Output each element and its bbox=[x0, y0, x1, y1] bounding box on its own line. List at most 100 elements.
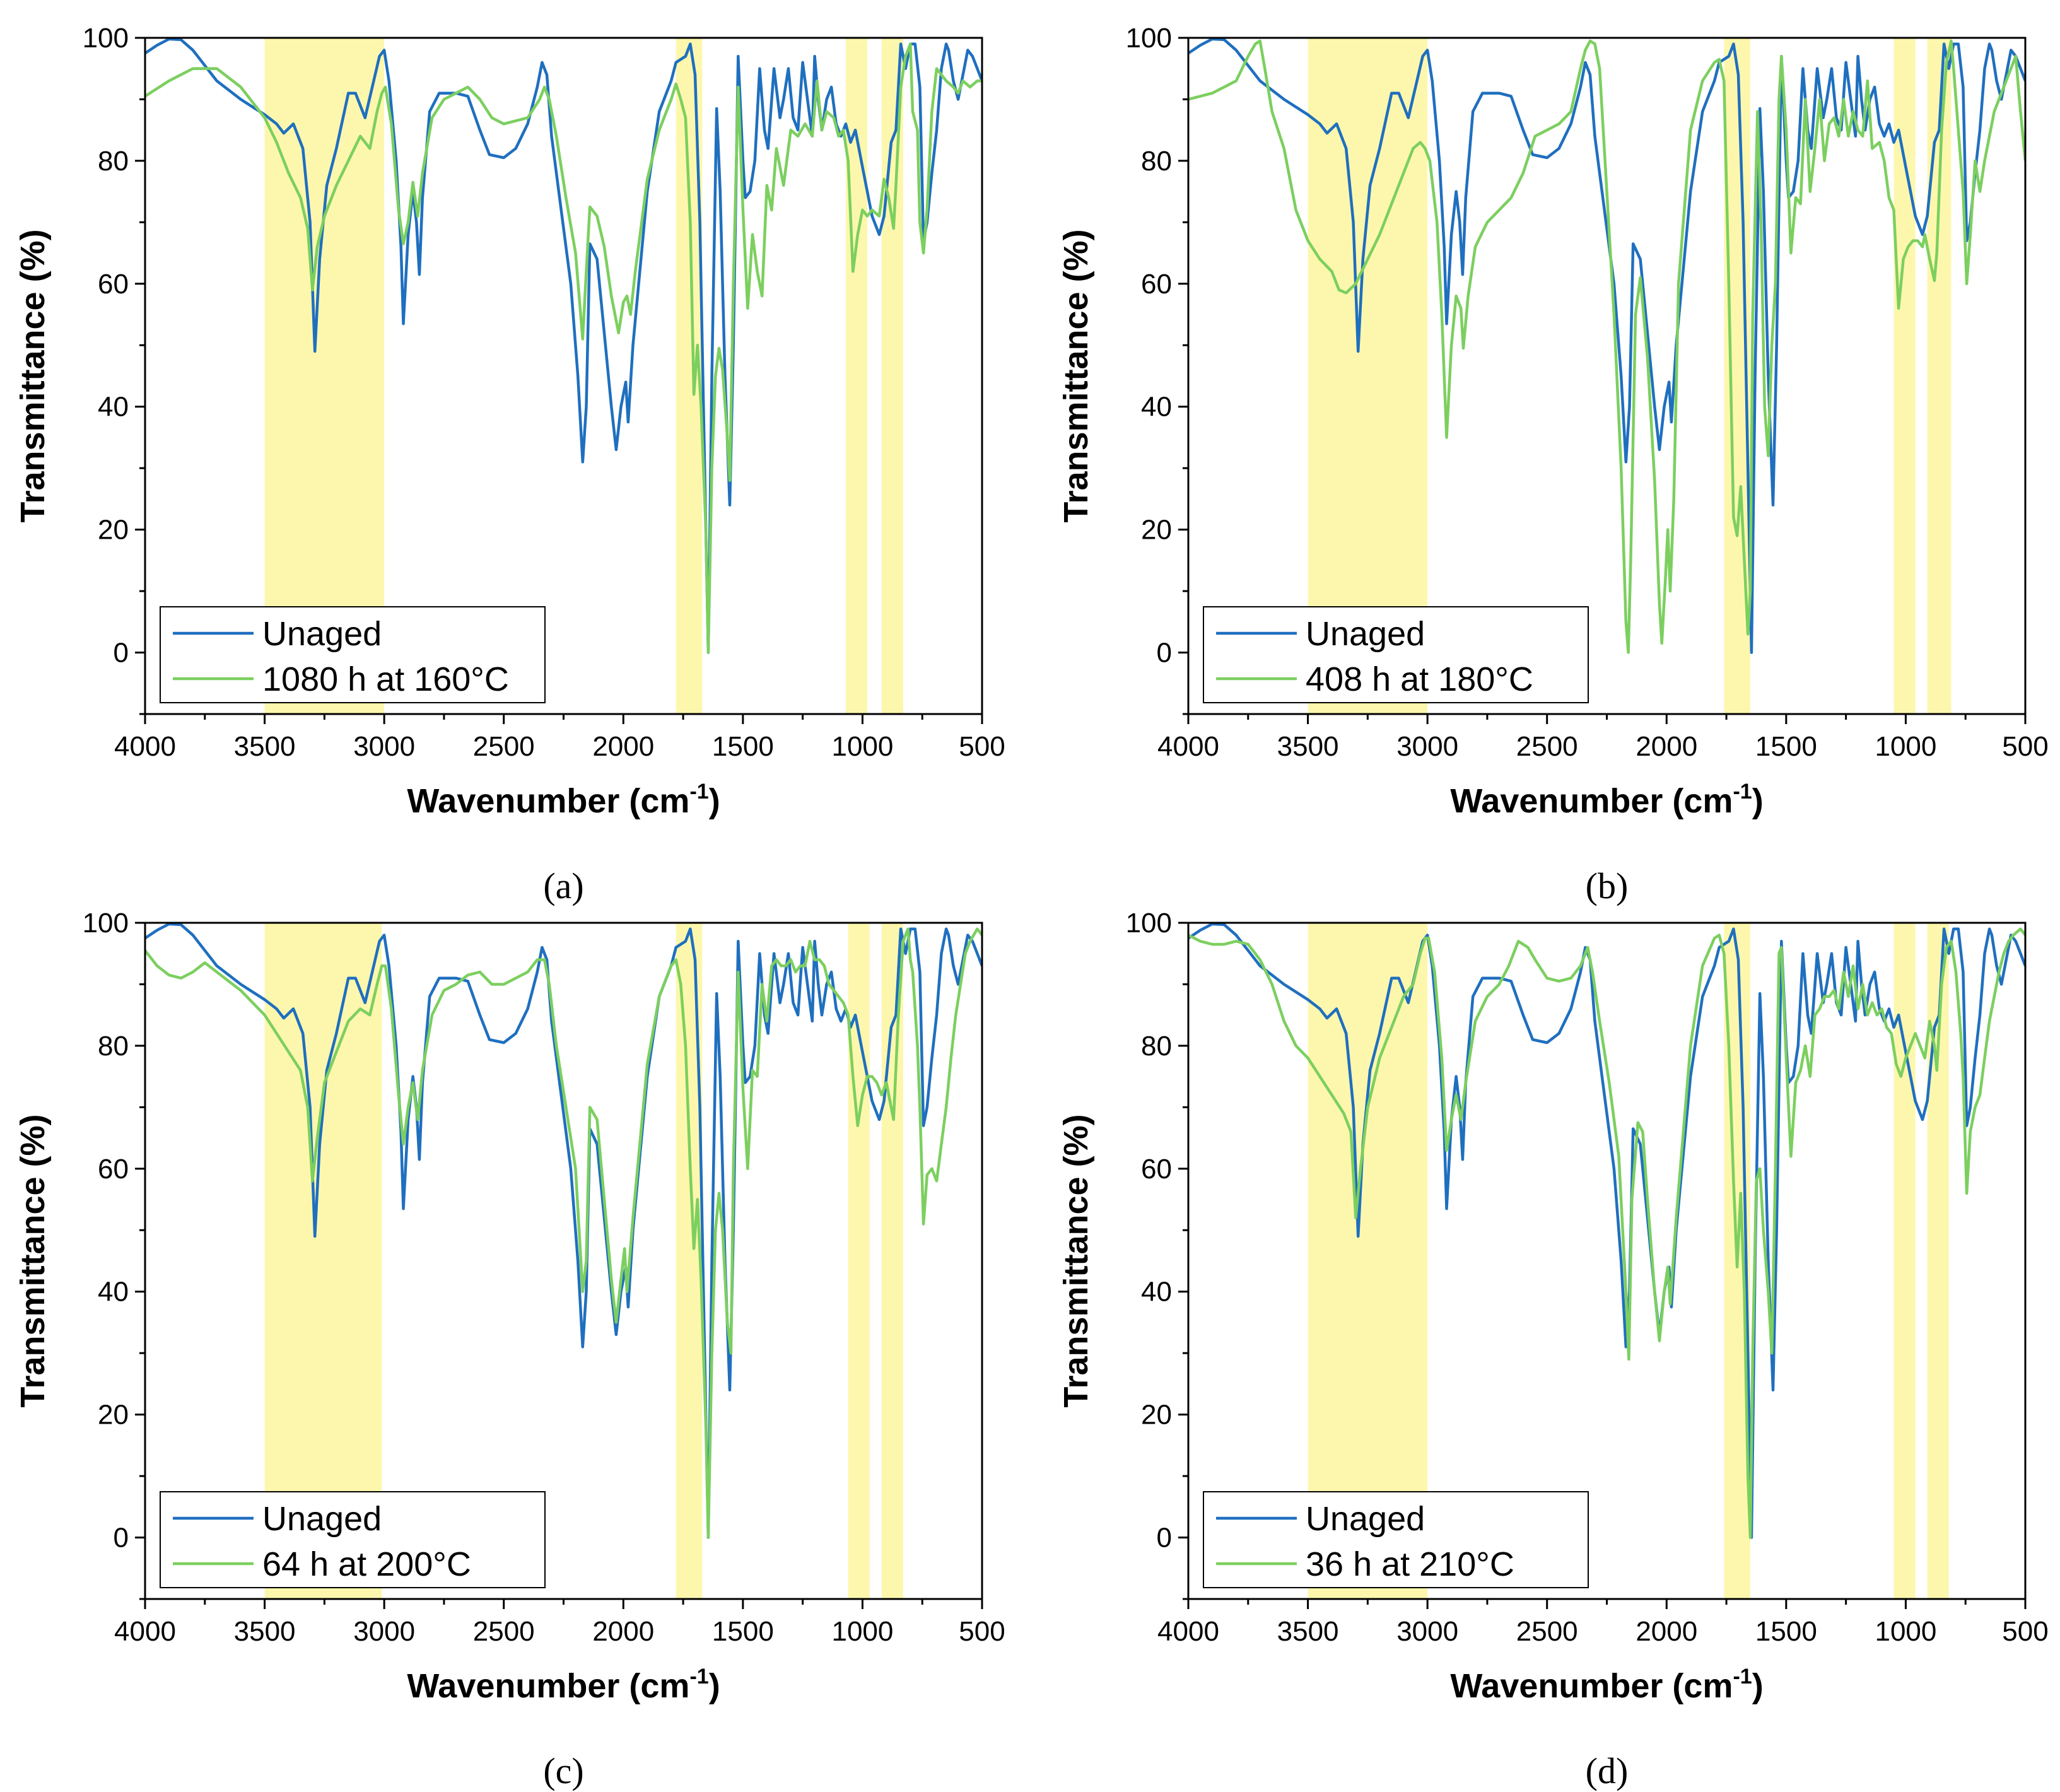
panel-label: (d) bbox=[1586, 1750, 1629, 1791]
x-axis-title-close: ) bbox=[1752, 782, 1764, 820]
highlight-band bbox=[1893, 38, 1916, 714]
legend: Unaged 64 h at 200°C bbox=[160, 1491, 546, 1588]
x-tick-label: 2500 bbox=[473, 731, 535, 762]
x-tick-label: 4000 bbox=[114, 1616, 176, 1647]
y-tick-label: 80 bbox=[98, 1031, 129, 1062]
x-tick-label: 1500 bbox=[1755, 731, 1817, 762]
x-tick-label: 1500 bbox=[712, 731, 774, 762]
x-axis-title-main: Wavenumber (cm bbox=[407, 1667, 689, 1705]
highlight-band bbox=[1927, 38, 1952, 714]
y-tick-label: 60 bbox=[1141, 269, 1172, 300]
x-axis-title-superscript: -1 bbox=[689, 780, 708, 804]
x-tick-label: 3500 bbox=[1277, 1616, 1339, 1647]
x-axis-title-main: Wavenumber (cm bbox=[1450, 1667, 1733, 1705]
x-tick-label: 1000 bbox=[831, 731, 893, 762]
x-tick-label: 4000 bbox=[114, 731, 176, 762]
x-tick-label: 2000 bbox=[592, 731, 654, 762]
x-axis-title: Wavenumber (cm-1) bbox=[1450, 780, 1763, 820]
legend-label: Unaged bbox=[262, 615, 382, 653]
y-tick-label: 60 bbox=[98, 269, 129, 300]
x-tick-label: 4000 bbox=[1157, 731, 1219, 762]
x-tick-label: 3500 bbox=[1277, 731, 1339, 762]
series-line-unaged bbox=[1188, 38, 2025, 654]
series-line-aged bbox=[1188, 39, 2025, 654]
legend: Unaged 36 h at 210°C bbox=[1203, 1491, 1589, 1588]
x-tick-label: 500 bbox=[2002, 1616, 2048, 1647]
x-tick-label: 3500 bbox=[234, 1616, 296, 1647]
y-axis-title: Transmittance (%) bbox=[1057, 229, 1095, 522]
x-axis-title-main: Wavenumber (cm bbox=[1450, 782, 1733, 820]
x-axis-title-superscript: -1 bbox=[1733, 1665, 1752, 1689]
y-axis-title: Transmittance (%) bbox=[14, 229, 52, 522]
y-tick-label: 0 bbox=[114, 638, 129, 669]
highlight-band bbox=[264, 923, 382, 1599]
y-tick-label: 40 bbox=[98, 392, 129, 423]
y-tick-label: 100 bbox=[1126, 908, 1172, 939]
series-line-aged bbox=[1188, 927, 2025, 1539]
legend-box bbox=[160, 1491, 546, 1588]
x-tick-label: 2500 bbox=[1516, 731, 1578, 762]
x-axis-title-close: ) bbox=[1752, 1667, 1764, 1705]
legend-label: Unaged bbox=[1306, 615, 1425, 653]
y-axis-title: Transmittance (%) bbox=[14, 1114, 52, 1407]
x-tick-label: 1000 bbox=[1875, 1616, 1936, 1647]
panel-label: (a) bbox=[543, 865, 583, 906]
x-axis-title-close: ) bbox=[709, 782, 720, 820]
highlight-band bbox=[881, 38, 903, 714]
legend: Unaged 1080 h at 160°C bbox=[160, 606, 546, 703]
x-tick-label: 1000 bbox=[831, 1616, 893, 1647]
chart-panel-a: 100 80 60 40 20 0 4000 3500 3000 2500 2000 1500 1000… bbox=[14, 23, 1005, 906]
y-tick-label: 80 bbox=[98, 146, 129, 177]
y-tick-label: 20 bbox=[98, 1400, 129, 1431]
legend: Unaged 408 h at 180°C bbox=[1203, 606, 1589, 703]
legend-box bbox=[160, 606, 546, 703]
x-tick-label: 3500 bbox=[234, 731, 296, 762]
x-axis-title-close: ) bbox=[709, 1667, 720, 1705]
x-tick-label: 3000 bbox=[353, 1616, 415, 1647]
y-tick-label: 80 bbox=[1141, 1031, 1172, 1062]
x-tick-label: 2000 bbox=[592, 1616, 654, 1647]
x-tick-label: 2000 bbox=[1636, 1616, 1697, 1647]
x-axis-title-superscript: -1 bbox=[1733, 780, 1752, 804]
x-tick-label: 500 bbox=[959, 731, 1005, 762]
panel-label: (c) bbox=[543, 1750, 583, 1791]
highlight-band bbox=[845, 38, 868, 714]
chart-panel-d: 100 80 60 40 20 0 4000 3500 3000 2500 2000 1500 1000… bbox=[1057, 908, 2049, 1791]
chart-panel-b: 100 80 60 40 20 0 4000 3500 3000 2500 2000 1500 1000… bbox=[1057, 23, 2049, 906]
legend-box bbox=[1203, 1491, 1589, 1588]
y-tick-label: 20 bbox=[98, 515, 129, 546]
x-tick-label: 3000 bbox=[1396, 731, 1458, 762]
y-tick-label: 100 bbox=[83, 908, 129, 939]
y-tick-label: 20 bbox=[1141, 1400, 1172, 1431]
x-tick-label: 3000 bbox=[353, 731, 415, 762]
x-tick-label: 2000 bbox=[1636, 731, 1697, 762]
x-tick-label: 500 bbox=[959, 1616, 1005, 1647]
highlight-band bbox=[881, 923, 903, 1599]
y-tick-label: 0 bbox=[1157, 638, 1172, 669]
y-tick-label: 100 bbox=[1126, 23, 1172, 54]
x-axis-title-superscript: -1 bbox=[689, 1665, 708, 1689]
legend-label: Unaged bbox=[1306, 1500, 1425, 1538]
y-tick-label: 0 bbox=[114, 1523, 129, 1554]
x-tick-label: 4000 bbox=[1157, 1616, 1219, 1647]
x-tick-label: 2500 bbox=[1516, 1616, 1578, 1647]
chart-panel-c: 100 80 60 40 20 0 4000 3500 3000 2500 2000 1500 1000… bbox=[14, 908, 1005, 1791]
y-tick-label: 40 bbox=[1141, 392, 1172, 423]
y-tick-label: 60 bbox=[98, 1154, 129, 1185]
series-line-aged bbox=[145, 42, 982, 654]
legend-label: Unaged bbox=[262, 1500, 382, 1538]
series-line-unaged bbox=[145, 923, 982, 1539]
y-tick-label: 0 bbox=[1157, 1523, 1172, 1554]
legend-label: 64 h at 200°C bbox=[262, 1545, 471, 1583]
legend-box bbox=[1203, 606, 1589, 703]
x-axis-title: Wavenumber (cm-1) bbox=[1450, 1665, 1763, 1705]
y-tick-label: 40 bbox=[1141, 1277, 1172, 1308]
y-axis-title: Transmittance (%) bbox=[1057, 1114, 1095, 1407]
y-tick-label: 100 bbox=[83, 23, 129, 54]
x-tick-label: 1500 bbox=[712, 1616, 774, 1647]
x-tick-label: 1500 bbox=[1755, 1616, 1817, 1647]
highlight-band bbox=[264, 38, 385, 714]
y-tick-label: 40 bbox=[98, 1277, 129, 1308]
series-line-aged bbox=[145, 927, 982, 1539]
